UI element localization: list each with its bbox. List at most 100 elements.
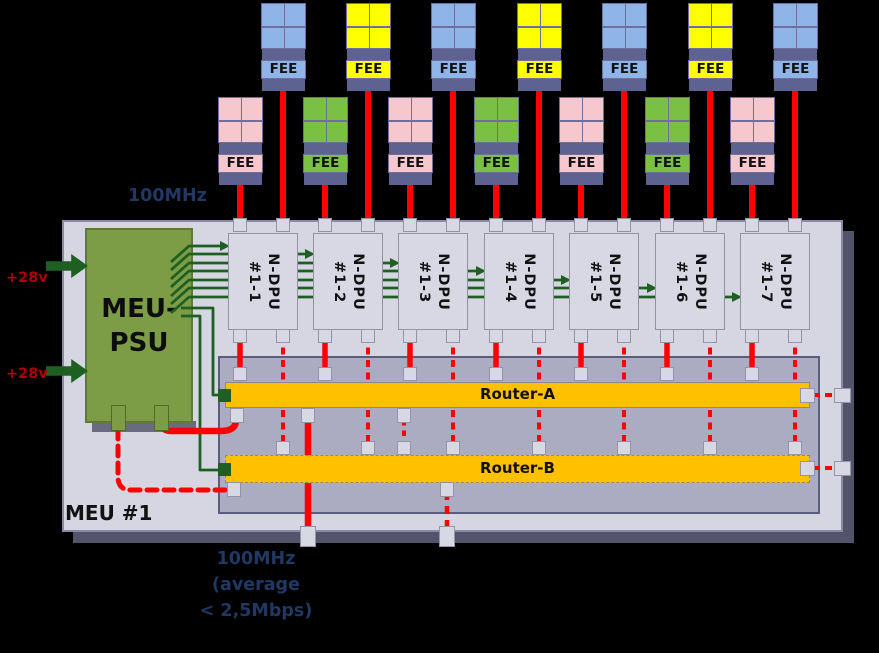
output-note: 100MHz (average < 2,5Mbps)	[190, 546, 322, 624]
dpu-label-5: N-DPU #1-5	[574, 234, 634, 329]
fee-detector-grid	[218, 97, 263, 143]
router-b-external-connector	[834, 461, 851, 476]
dpu-3-top-left-connector	[403, 218, 417, 232]
router-b-right-end-connector	[800, 461, 815, 476]
fee-band	[219, 143, 262, 154]
router-a-top-connector-1	[233, 367, 247, 381]
fee-unit-upper-2: FEE	[346, 3, 391, 91]
output-note-line3: < 2,5Mbps)	[199, 601, 313, 621]
dpu-3-bottom-left-connector	[403, 329, 417, 343]
fee-unit-upper-6: FEE	[688, 3, 733, 91]
fee-unit-upper-4: FEE	[517, 3, 562, 91]
dpu-id: #1-4	[502, 260, 518, 303]
fee-label: FEE	[559, 154, 604, 173]
fee-label: FEE	[388, 154, 433, 173]
fee-band	[304, 143, 347, 154]
dpu-5-top-left-connector	[574, 218, 588, 232]
router-b-control-line	[181, 314, 218, 472]
fee-band	[646, 143, 689, 154]
fee-band	[731, 143, 774, 154]
dpu-label-7: N-DPU #1-7	[745, 234, 805, 329]
psu-bottom-connector-2	[154, 405, 169, 431]
fee-band	[518, 79, 561, 91]
dpu-block-1: N-DPU #1-1	[228, 233, 298, 330]
psu-bottom-connector-1	[111, 405, 126, 431]
fee-label: FEE	[474, 154, 519, 173]
dpu-6-bottom-left-connector	[660, 329, 674, 343]
psu-label-line2: PSU	[109, 328, 169, 358]
router-b-top-connector-6	[703, 441, 717, 455]
router-b-top-connector-3	[446, 441, 460, 455]
fee-band	[774, 49, 817, 60]
meu-bottom-connector-1	[300, 526, 316, 547]
dpu-6-top-right-connector	[703, 218, 717, 232]
fee-band	[347, 79, 390, 91]
dpu-4-bottom-right-connector	[532, 329, 546, 343]
output-note-line2: (average	[212, 575, 300, 595]
fee-band	[603, 79, 646, 91]
fee-detector-grid	[431, 3, 476, 49]
fee-label: FEE	[346, 60, 391, 79]
fee-detector-grid	[602, 3, 647, 49]
fee-unit-lower-2: FEE	[303, 97, 348, 185]
fee-band	[389, 143, 432, 154]
psu-block: MEU- PSU	[85, 228, 193, 423]
fee-band	[689, 49, 732, 60]
dpu-1-top-right-connector	[276, 218, 290, 232]
dpu-id: #1-2	[331, 260, 347, 303]
dpu-label-6: N-DPU #1-6	[660, 234, 720, 329]
dpu-name: N-DPU	[349, 252, 366, 311]
router-a-control-line	[181, 306, 218, 397]
fee-unit-lower-5: FEE	[559, 97, 604, 185]
dpu-id: #1-6	[673, 260, 689, 303]
dpu-3-top-right-connector	[446, 218, 460, 232]
clock-fan-arrow-6	[647, 283, 657, 293]
fee-detector-grid	[474, 97, 519, 143]
dpu-block-3: N-DPU #1-3	[398, 233, 468, 330]
fee-band	[560, 143, 603, 154]
dpu-name: N-DPU	[264, 252, 281, 311]
fee-band	[432, 49, 475, 60]
fee-label: FEE	[730, 154, 775, 173]
clock-fan-arrow-5	[561, 275, 571, 285]
fee-detector-grid	[303, 97, 348, 143]
clock-label-top: 100MHz	[128, 186, 207, 206]
dpu-4-bottom-left-connector	[489, 329, 503, 343]
dpu-3-bottom-right-connector	[446, 329, 460, 343]
router-b-top-connector-1	[276, 441, 290, 455]
fee-detector-grid	[559, 97, 604, 143]
power-label-1: +28v	[6, 270, 48, 286]
fee-unit-upper-7: FEE	[773, 3, 818, 91]
dpu-7-bottom-left-connector	[745, 329, 759, 343]
router-b-crosslink-connector	[397, 441, 411, 455]
dpu-2-bottom-right-connector	[361, 329, 375, 343]
dpu-label-1: N-DPU #1-1	[233, 234, 293, 329]
dpu-name: N-DPU	[776, 252, 793, 311]
psu-router-b-power-line	[115, 426, 234, 493]
fee-unit-lower-3: FEE	[388, 97, 433, 185]
dpu-name: N-DPU	[691, 252, 708, 311]
router-a-top-connector-7	[745, 367, 759, 381]
fee-band	[475, 173, 518, 185]
dpu-block-6: N-DPU #1-6	[655, 233, 725, 330]
fee-band	[262, 79, 305, 91]
fee-label: FEE	[645, 154, 690, 173]
fee-band	[475, 143, 518, 154]
fee-unit-upper-1: FEE	[261, 3, 306, 91]
dpu-1-bottom-right-connector	[276, 329, 290, 343]
psu-label: MEU- PSU	[87, 292, 191, 360]
clock-fan-arrow-7	[732, 292, 742, 302]
fee-band	[347, 49, 390, 60]
dpu-2-bottom-left-connector	[318, 329, 332, 343]
fee-band	[219, 173, 262, 185]
power-label-2: +28v	[6, 366, 48, 382]
fee-unit-upper-5: FEE	[602, 3, 647, 91]
fee-label: FEE	[602, 60, 647, 79]
router-a-top-connector-5	[574, 367, 588, 381]
fee-label: FEE	[431, 60, 476, 79]
fee-detector-grid	[773, 3, 818, 49]
dpu-5-bottom-left-connector	[574, 329, 588, 343]
fee-band	[262, 49, 305, 60]
router-b-top-connector-2	[361, 441, 375, 455]
dpu-id: #1-5	[587, 260, 603, 303]
